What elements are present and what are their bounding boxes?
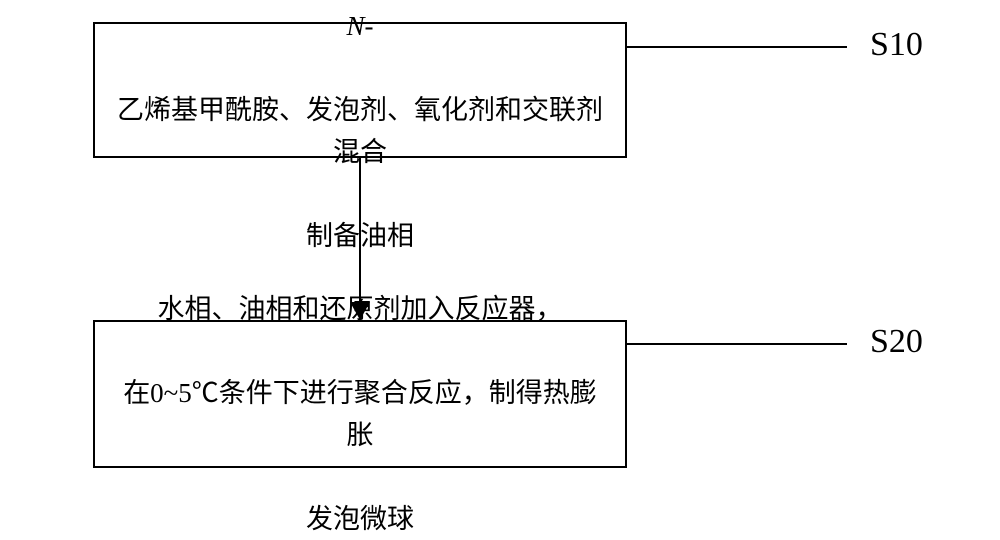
step-box-2: 水相、油相和还原剂加入反应器， 在0~5℃条件下进行聚合反应，制得热膨胀 发泡微… — [93, 320, 627, 468]
leader-line-2 — [627, 343, 847, 345]
arrow-head-icon — [350, 302, 370, 320]
arrow-shaft — [359, 158, 361, 302]
step-label-1: S10 — [870, 26, 923, 64]
step2-line2: 在0~5℃条件下进行聚合反应，制得热膨胀 — [123, 378, 597, 450]
step-label-2: S20 — [870, 323, 923, 361]
flowchart-canvas: 甲基丙烯酸甲酯、甲基丙烯酸异冰片酯、N- 乙烯基甲酰胺、发泡剂、氧化剂和交联剂混… — [0, 0, 1000, 517]
step1-line1-italic: N- — [347, 11, 374, 41]
step2-line3: 发泡微球 — [306, 504, 414, 534]
leader-line-1 — [627, 46, 847, 48]
step1-line2: 乙烯基甲酰胺、发泡剂、氧化剂和交联剂混合 — [117, 95, 603, 167]
step-box-1: 甲基丙烯酸甲酯、甲基丙烯酸异冰片酯、N- 乙烯基甲酰胺、发泡剂、氧化剂和交联剂混… — [93, 22, 627, 158]
